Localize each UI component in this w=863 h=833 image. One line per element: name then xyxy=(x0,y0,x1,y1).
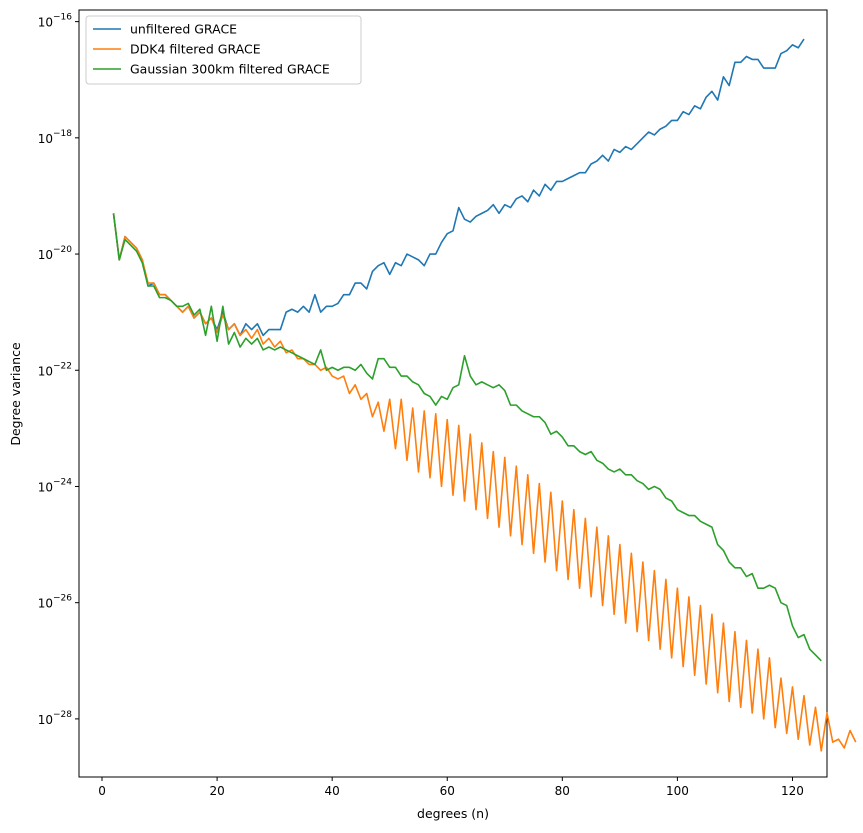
y-tick-label: 10−18 xyxy=(38,129,73,146)
y-tick-label: 10−26 xyxy=(38,594,73,611)
x-tick-label: 0 xyxy=(98,784,106,798)
x-tick-label: 20 xyxy=(209,784,224,798)
series-layer xyxy=(112,38,857,752)
series-line-2 xyxy=(112,213,822,662)
x-tick-label: 100 xyxy=(666,784,689,798)
legend-label-1: DDK4 filtered GRACE xyxy=(130,42,261,57)
x-tick-label: 80 xyxy=(555,784,570,798)
x-tick-label: 120 xyxy=(781,784,804,798)
legend: unfiltered GRACE DDK4 filtered GRACE Gauss… xyxy=(85,15,362,85)
y-tick-label: 10−28 xyxy=(38,710,73,727)
legend-label-0: unfiltered GRACE xyxy=(130,22,237,37)
x-axis-label: degrees (n) xyxy=(417,806,489,821)
series-line-1 xyxy=(112,213,857,752)
x-tick-label: 40 xyxy=(325,784,340,798)
x-tick-label: 60 xyxy=(440,784,455,798)
y-axis-label: Degree variance xyxy=(8,342,23,446)
y-tick-label: 10−20 xyxy=(38,245,73,262)
legend-box xyxy=(85,15,362,85)
y-tick-label: 10−16 xyxy=(38,13,73,30)
legend-label-2: Gaussian 300km filtered GRACE xyxy=(130,62,330,77)
y-tick-label: 10−22 xyxy=(38,361,72,378)
plot-area xyxy=(78,9,828,778)
y-tick-label: 10−24 xyxy=(38,477,73,494)
y-axis-ticks: 10−16 10−18 10−20 10−22 10−24 10−26 10−28 xyxy=(38,13,79,727)
x-axis-ticks: 0 20 40 60 80 100 120 xyxy=(98,777,804,798)
